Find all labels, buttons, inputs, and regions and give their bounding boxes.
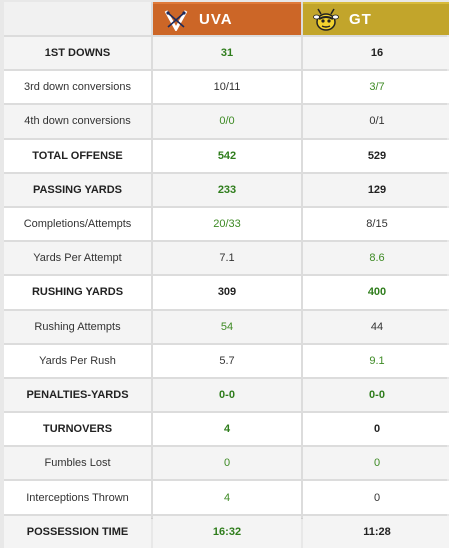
team-stats-table: UVA GT 1ST DOWNS 31 16 3rd down conversions… bbox=[4, 2, 449, 548]
stat-value-uva: 309 bbox=[153, 276, 301, 309]
stat-value-gt: 529 bbox=[303, 139, 449, 172]
team-header-gt: GT bbox=[303, 2, 449, 35]
team-name-uva: UVA bbox=[199, 11, 233, 28]
stat-value-gt: 129 bbox=[303, 173, 449, 206]
stat-value-uva: 0/0 bbox=[153, 105, 301, 138]
stat-label-penalties-yards: PENALTIES-YARDS bbox=[4, 378, 151, 412]
stat-label-completions-attempts: Completions/Attempts bbox=[4, 207, 151, 241]
stat-value-gt: 3/7 bbox=[303, 71, 449, 104]
stat-value-uva: 31 bbox=[153, 37, 301, 70]
stat-value-uva: 10/11 bbox=[153, 71, 301, 104]
stat-value-gt: 400 bbox=[303, 276, 449, 309]
stat-label-rushing-attempts: Rushing Attempts bbox=[4, 310, 151, 343]
stat-label-yards-per-rush: Yards Per Rush bbox=[4, 344, 151, 377]
stat-label-passing-yards: PASSING YARDS bbox=[4, 173, 151, 206]
stat-value-uva: 0-0 bbox=[153, 378, 301, 412]
stat-label-rushing-yards: RUSHING YARDS bbox=[4, 276, 151, 309]
stat-label-4th-down-conversions: 4th down conversions bbox=[4, 105, 151, 138]
stat-value-gt: 0 bbox=[303, 447, 449, 480]
stat-value-gt: 9.1 bbox=[303, 344, 449, 377]
stat-value-uva: 0 bbox=[153, 447, 301, 480]
stat-value-gt: 16 bbox=[303, 37, 449, 70]
cavaliers-swords-logo-icon bbox=[163, 8, 189, 32]
stat-value-gt: 8.6 bbox=[303, 242, 449, 275]
stat-value-gt: 0 bbox=[303, 481, 449, 514]
stat-value-uva: 16:32 bbox=[153, 515, 301, 548]
stat-value-gt: 0-0 bbox=[303, 378, 449, 412]
stat-label-1st-downs: 1ST DOWNS bbox=[4, 37, 151, 70]
stat-label-interceptions-thrown: Interceptions Thrown bbox=[4, 481, 151, 514]
stat-label-possession-time: POSSESSION TIME bbox=[4, 515, 151, 548]
stat-label-fumbles-lost: Fumbles Lost bbox=[4, 447, 151, 480]
stat-value-gt: 0 bbox=[303, 413, 449, 446]
stat-value-uva: 5.7 bbox=[153, 344, 301, 377]
stat-value-gt: 8/15 bbox=[303, 207, 449, 241]
stat-value-gt: 0/1 bbox=[303, 105, 449, 138]
stat-value-uva: 54 bbox=[153, 310, 301, 343]
stat-value-gt: 11:28 bbox=[303, 515, 449, 548]
stat-value-uva: 4 bbox=[153, 413, 301, 446]
yellow-jacket-logo-icon bbox=[313, 8, 339, 32]
stat-value-uva: 7.1 bbox=[153, 242, 301, 275]
stat-value-gt: 44 bbox=[303, 310, 449, 343]
stat-label-3rd-down-conversions: 3rd down conversions bbox=[4, 71, 151, 104]
stat-value-uva: 233 bbox=[153, 173, 301, 206]
team-header-uva: UVA bbox=[153, 2, 301, 35]
stat-label-yards-per-attempt: Yards Per Attempt bbox=[4, 242, 151, 275]
stat-value-uva: 20/33 bbox=[153, 207, 301, 241]
stat-value-uva: 4 bbox=[153, 481, 301, 514]
stat-label-total-offense: TOTAL OFFENSE bbox=[4, 139, 151, 172]
stat-label-turnovers: TURNOVERS bbox=[4, 413, 151, 446]
team-name-gt: GT bbox=[349, 11, 372, 28]
stat-value-uva: 542 bbox=[153, 139, 301, 172]
header-blank-cell bbox=[4, 2, 151, 35]
